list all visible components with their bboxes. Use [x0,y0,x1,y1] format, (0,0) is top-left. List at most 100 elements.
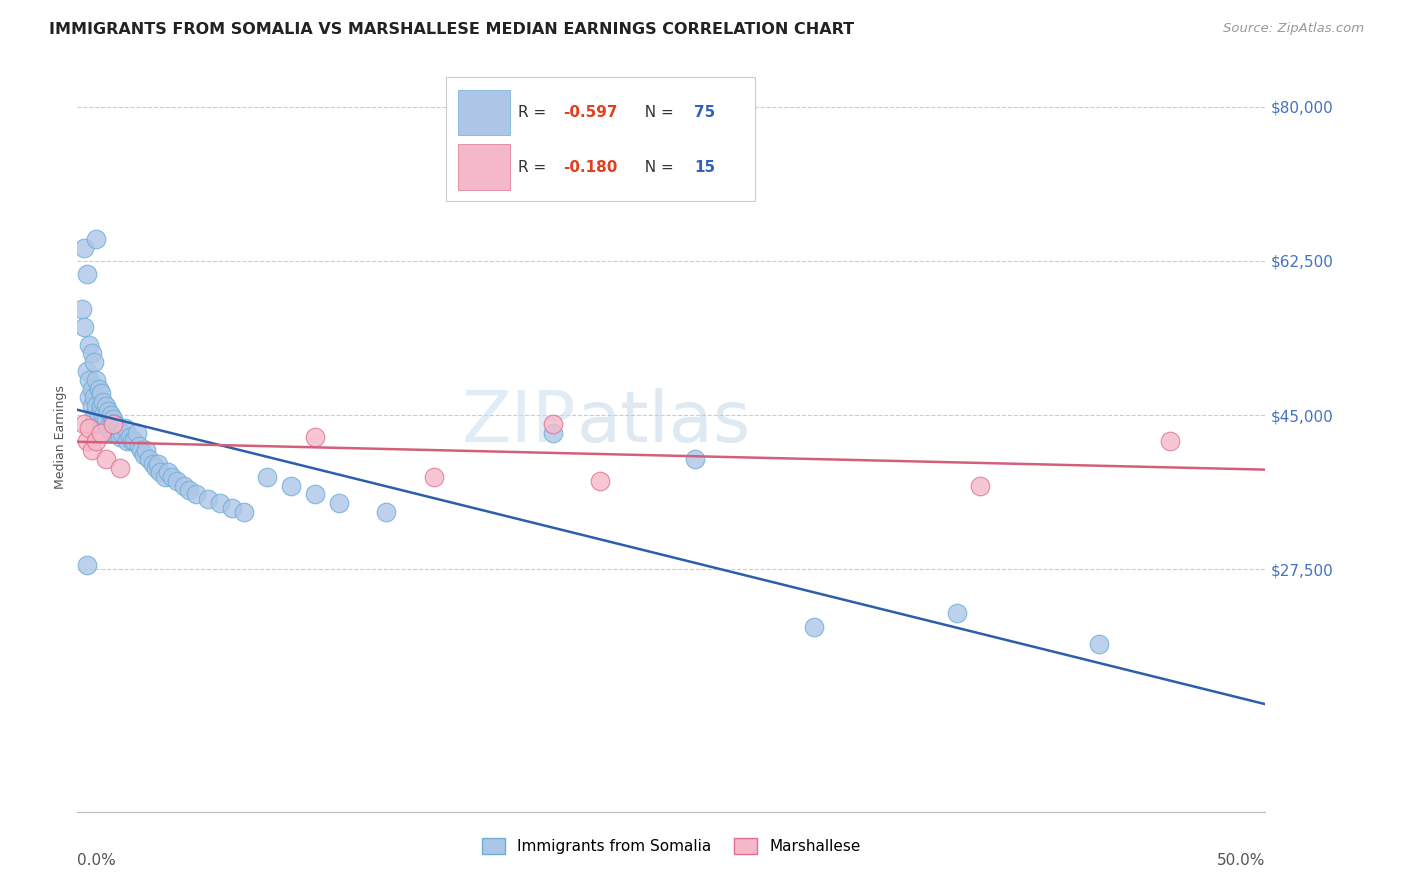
Point [177,483,200,497]
Point [124,434,146,449]
Point [125,425,148,440]
Point [101,417,124,431]
Point [328,496,350,510]
Point [541,425,564,440]
Text: 75: 75 [695,105,716,120]
Point [107,421,129,435]
Point [803,619,825,633]
Point [80,443,103,458]
Point [73,417,96,431]
Point [80,346,103,360]
Text: -0.597: -0.597 [564,105,617,120]
Point [76,434,98,449]
Point [80,382,103,396]
Y-axis label: Median Earnings: Median Earnings [53,385,67,489]
Point [108,425,131,440]
FancyBboxPatch shape [457,145,510,190]
Point [93,408,115,422]
Point [100,408,122,422]
Point [87,382,110,396]
Point [100,425,122,440]
FancyBboxPatch shape [457,90,510,136]
Point [1088,637,1111,651]
Point [142,457,165,471]
Point [93,394,115,409]
Point [90,386,112,401]
Point [162,469,184,483]
Text: Source: ZipAtlas.com: Source: ZipAtlas.com [1223,22,1364,36]
Point [132,448,155,462]
Point [101,417,124,431]
Point [86,434,108,449]
Point [97,421,120,435]
Point [90,399,112,413]
Text: 0.0%: 0.0% [77,853,117,868]
Point [76,364,98,378]
Point [131,443,153,458]
Point [146,457,169,471]
Point [304,430,326,444]
Point [76,267,98,281]
Point [541,417,564,431]
Point [94,452,117,467]
Point [90,425,112,440]
Point [76,558,98,572]
Point [208,496,231,510]
Point [149,466,172,480]
Point [101,412,124,426]
Point [375,505,398,519]
Text: IMMIGRANTS FROM SOMALIA VS MARSHALLESE MEDIAN EARNINGS CORRELATION CHART: IMMIGRANTS FROM SOMALIA VS MARSHALLESE M… [49,22,855,37]
Point [138,452,160,467]
Point [86,399,108,413]
Point [70,302,93,317]
Point [111,425,134,440]
Point [73,241,96,255]
Point [256,469,278,483]
Point [104,417,127,431]
Point [118,430,141,444]
Point [83,391,105,405]
Point [77,421,100,435]
Point [77,337,100,351]
FancyBboxPatch shape [446,78,755,201]
Text: R =: R = [517,160,551,175]
Point [87,408,110,422]
Point [77,373,100,387]
Point [114,421,136,435]
Point [135,443,157,458]
Point [423,469,446,483]
Point [232,505,254,519]
Text: N =: N = [634,105,678,120]
Text: atlas: atlas [576,388,751,457]
Point [186,487,208,501]
Point [945,607,967,621]
Point [166,474,188,488]
Point [969,478,991,492]
Point [80,399,103,413]
Legend: Immigrants from Somalia, Marshallese: Immigrants from Somalia, Marshallese [475,832,868,860]
Point [115,434,138,449]
Point [304,487,326,501]
Point [90,417,112,431]
Point [280,478,302,492]
Point [86,373,108,387]
Text: -0.180: -0.180 [564,160,617,175]
Text: 15: 15 [695,160,716,175]
Point [94,412,117,426]
Point [104,425,127,440]
Point [77,391,100,405]
Point [221,500,243,515]
Point [156,466,179,480]
Point [128,439,150,453]
Point [589,474,612,488]
Point [108,430,131,444]
Point [1159,434,1181,449]
Point [145,461,167,475]
Point [155,469,177,483]
Text: 50.0%: 50.0% [1218,853,1265,868]
Text: R =: R = [517,105,551,120]
Point [83,408,105,422]
Point [94,399,117,413]
Point [683,452,706,467]
Point [173,478,195,492]
